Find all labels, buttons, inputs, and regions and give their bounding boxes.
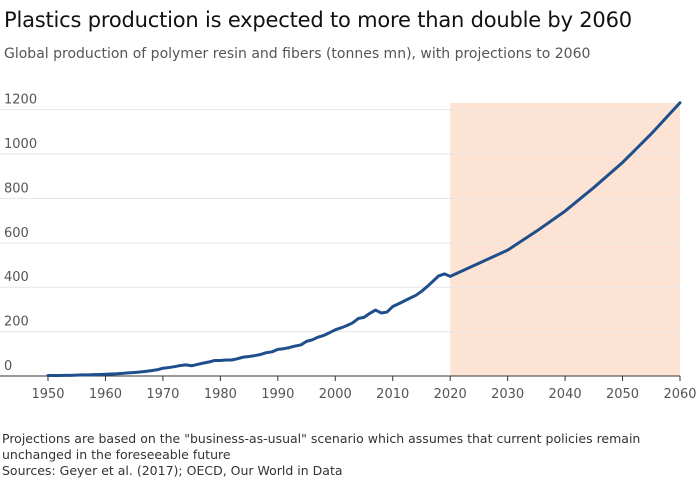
y-tick-label: 200 (4, 315, 29, 330)
x-axis-ticks: 1950 1960 1970 1980 1990 2000 2010 2020 2030 2040… (31, 376, 697, 402)
x-tick-label: 1960 (89, 387, 122, 402)
y-tick-label: 1000 (4, 137, 37, 152)
projection-band (450, 103, 680, 376)
chart-subtitle: Global production of polymer resin and f… (4, 46, 591, 62)
x-tick-label: 1950 (31, 387, 64, 402)
x-tick-label: 1990 (261, 387, 294, 402)
series-layer (46, 101, 682, 378)
y-tick-label: 400 (4, 270, 29, 285)
gridlines (0, 109, 680, 377)
sources-note: Sources: Geyer et al. (2017); OECD, Our … (2, 463, 343, 478)
x-tick-label: 2030 (491, 387, 524, 402)
y-tick-label: 600 (4, 226, 29, 241)
chart-title: Plastics production is expected to more … (4, 8, 632, 32)
x-tick-label: 1980 (204, 387, 237, 402)
y-tick-label: 800 (4, 181, 29, 196)
projection-band-layer (450, 103, 680, 376)
x-tick-label: 2020 (434, 387, 467, 402)
x-tick-label: 1970 (146, 387, 179, 402)
y-tick-label: 0 (4, 359, 12, 374)
x-tick-label: 2000 (319, 387, 352, 402)
projection-note: Projections are based on the "business-a… (2, 431, 641, 462)
y-tick-label: 1200 (4, 93, 37, 108)
x-tick-label: 2050 (606, 387, 639, 402)
x-tick-label: 2010 (376, 387, 409, 402)
x-tick-label: 2040 (549, 387, 582, 402)
x-tick-label: 2060 (663, 387, 696, 402)
chart-footer: Projections are based on the "business-a… (2, 431, 696, 479)
y-axis-ticks: 0 200 400 600 800 1000 1200 (4, 93, 37, 374)
series-line-0 (46, 101, 682, 378)
